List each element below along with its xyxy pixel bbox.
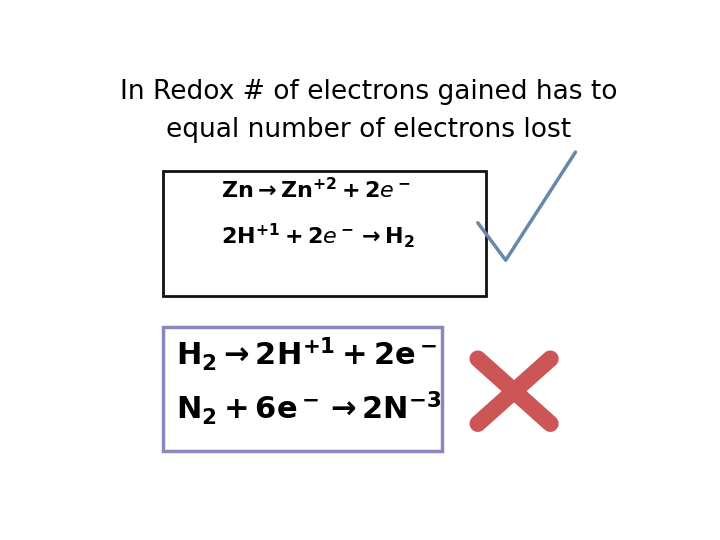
Bar (163, 327, 441, 451)
Text: $\mathbf{2H^{+1} + 2\mathit{e}^- \rightarrow H_2}$: $\mathbf{2H^{+1} + 2\mathit{e}^- \righta… (221, 221, 415, 249)
Text: In Redox # of electrons gained has to: In Redox # of electrons gained has to (120, 79, 618, 105)
Text: $\mathbf{H_2 \rightarrow 2H^{+1} + 2e^-}$: $\mathbf{H_2 \rightarrow 2H^{+1} + 2e^-}… (176, 335, 438, 373)
Text: $\mathbf{N_2 + 6e^- \rightarrow 2N^{-3}}$: $\mathbf{N_2 + 6e^- \rightarrow 2N^{-3}}… (176, 389, 442, 427)
Text: equal number of electrons lost: equal number of electrons lost (166, 117, 572, 143)
Bar (163, 171, 486, 295)
Text: $\mathbf{Zn \rightarrow Zn^{+2} + 2\mathit{e}^-}$: $\mathbf{Zn \rightarrow Zn^{+2} + 2\math… (221, 177, 411, 202)
